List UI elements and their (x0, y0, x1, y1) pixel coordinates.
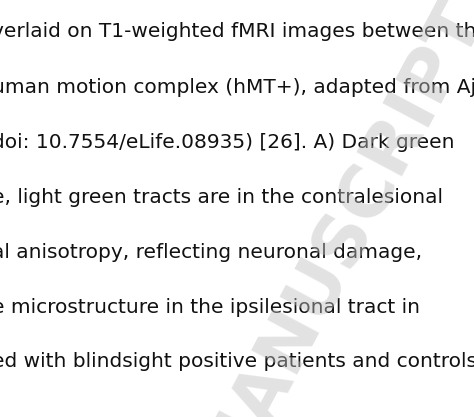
Text: MANUSCRIPT: MANUSCRIPT (183, 0, 474, 417)
Text: al anisotropy, reflecting neuronal damage,: al anisotropy, reflecting neuronal damag… (0, 243, 422, 262)
Text: e, light green tracts are in the contralesional: e, light green tracts are in the contral… (0, 188, 443, 207)
Text: verlaid on T1-weighted fMRI images between the: verlaid on T1-weighted fMRI images betwe… (0, 22, 474, 41)
Text: doi: 10.7554/eLife.08935) [26]. A) Dark green: doi: 10.7554/eLife.08935) [26]. A) Dark … (0, 133, 455, 152)
Text: uman motion complex (hMT+), adapted from Ajina: uman motion complex (hMT+), adapted from… (0, 78, 474, 97)
Text: e microstructure in the ipsilesional tract in: e microstructure in the ipsilesional tra… (0, 298, 420, 317)
Text: ed with blindsight positive patients and controls.: ed with blindsight positive patients and… (0, 352, 474, 371)
